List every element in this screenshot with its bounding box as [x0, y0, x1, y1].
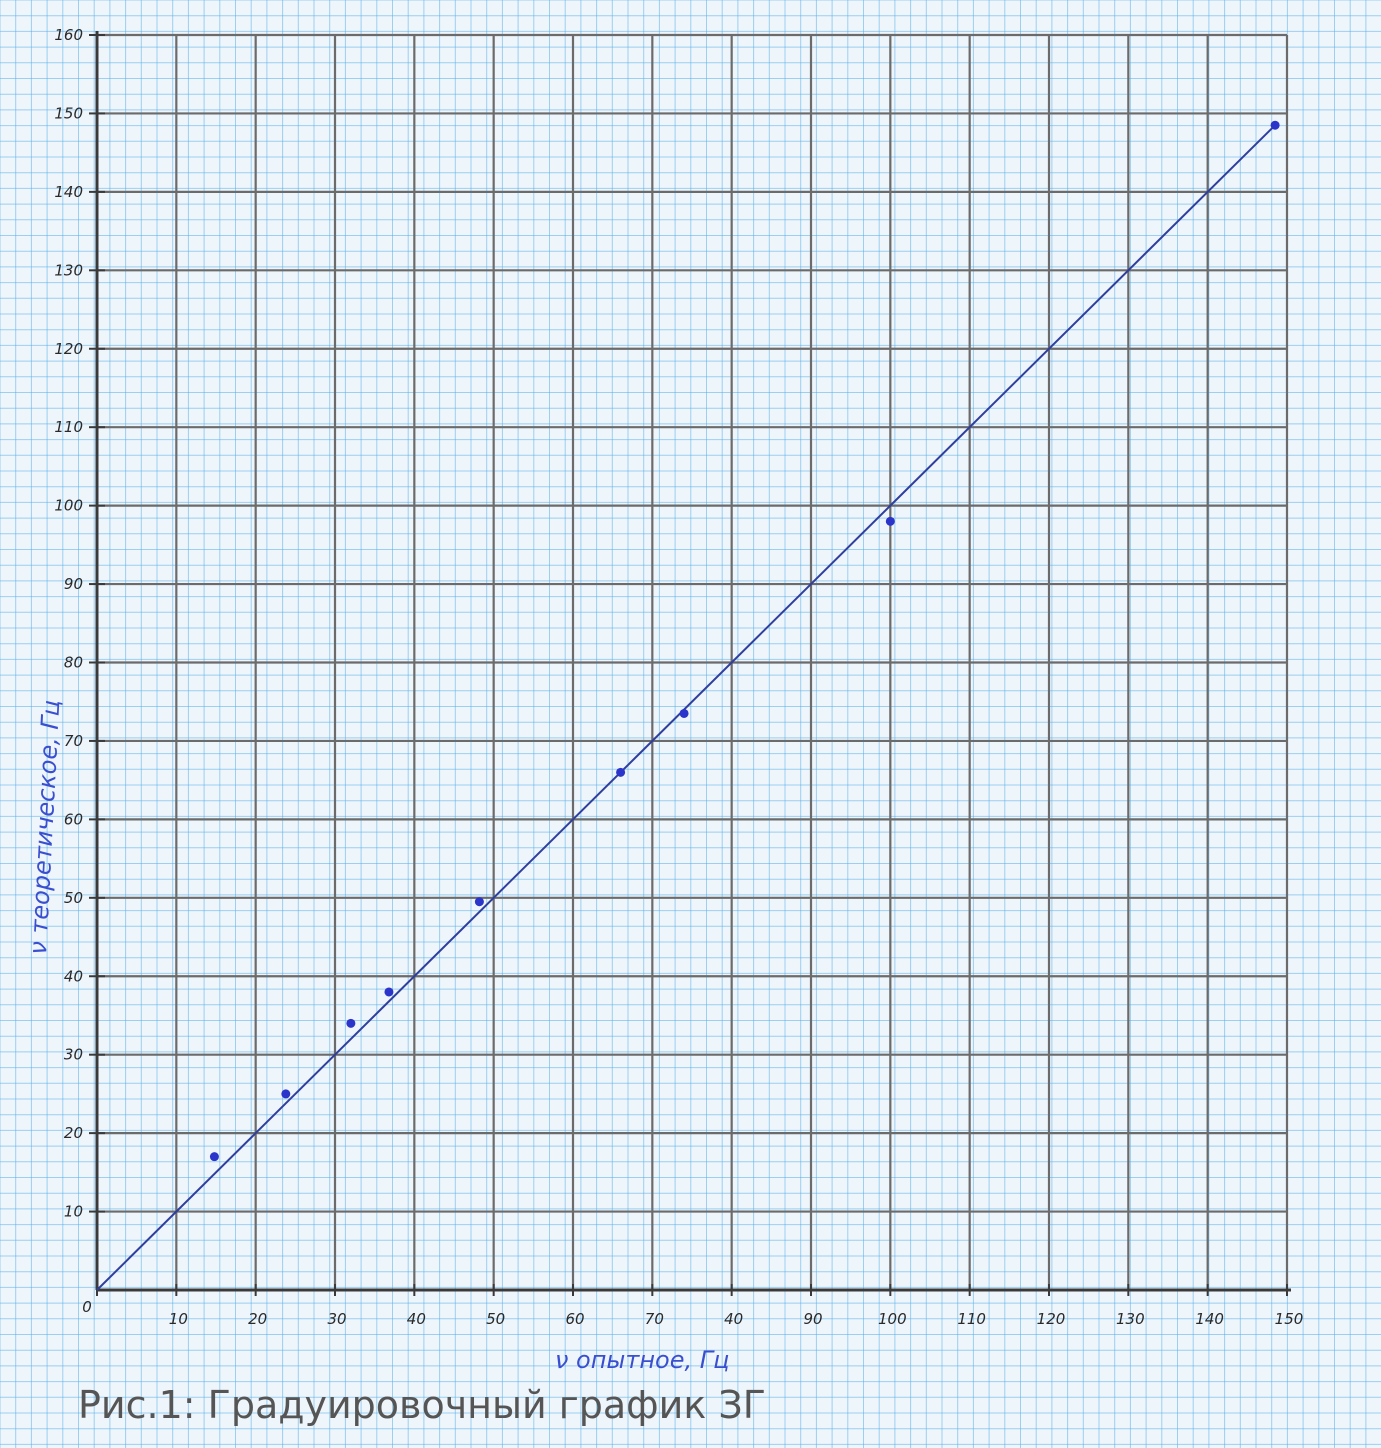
y-tick-label: 120 — [54, 340, 83, 358]
data-point — [281, 1089, 291, 1099]
x-tick-label: 100 — [878, 1310, 907, 1328]
x-tick-label: 150 — [1275, 1310, 1304, 1328]
y-tick-label: 130 — [54, 261, 83, 279]
data-point — [346, 1018, 356, 1028]
x-tick-label: 30 — [327, 1310, 346, 1328]
data-point — [616, 767, 626, 777]
y-tick-label: 70 — [64, 732, 83, 750]
data-point — [885, 516, 895, 526]
x-tick-label: 60 — [565, 1310, 584, 1328]
axes — [95, 31, 1291, 1292]
data-point — [679, 708, 689, 718]
x-tick-label: 50 — [486, 1310, 505, 1328]
x-axis-label: ν опытное, Гц — [555, 1346, 729, 1374]
y-tick-label: 60 — [64, 810, 83, 828]
major-grid — [97, 33, 1289, 1290]
fit-line-segment — [96, 124, 1276, 1291]
y-tick-label: 160 — [54, 26, 83, 44]
x-tick-label: 120 — [1037, 1310, 1066, 1328]
data-point — [384, 987, 394, 997]
y-tick-label: 100 — [54, 497, 83, 515]
x-ticks: 0 10 20 30 40 50 60 70 40 90 100 110 120 130 140 150 — [82, 1284, 1303, 1328]
data-point — [209, 1152, 219, 1162]
data-points — [209, 120, 1280, 1162]
y-tick-label: 150 — [54, 104, 83, 122]
y-tick-label: 80 — [64, 654, 83, 672]
x-tick-label: 0 — [82, 1298, 92, 1316]
x-tick-label: 40 — [724, 1310, 743, 1328]
y-tick-label: 90 — [64, 575, 83, 593]
y-tick-label: 140 — [54, 183, 83, 201]
x-tick-label: 20 — [248, 1310, 267, 1328]
y-tick-label: 40 — [64, 967, 83, 985]
y-tick-label: 20 — [64, 1124, 83, 1142]
data-point — [1270, 120, 1280, 130]
y-tick-label: 10 — [64, 1203, 83, 1221]
y-ticks: 10 20 30 40 50 60 70 80 90 100 110 120 130 140 150 160 — [54, 26, 105, 1221]
x-tick-label: 70 — [645, 1310, 664, 1328]
x-tick-label: 110 — [957, 1310, 986, 1328]
x-tick-label: 90 — [803, 1310, 822, 1328]
figure-caption: Рис.1: Градуировочный график ЗГ — [78, 1383, 766, 1427]
x-tick-label: 10 — [169, 1310, 188, 1328]
x-tick-label: 40 — [407, 1310, 426, 1328]
y-tick-label: 110 — [54, 418, 83, 436]
y-tick-label: 30 — [64, 1046, 83, 1064]
y-tick-label: 50 — [64, 889, 83, 907]
x-tick-label: 140 — [1195, 1310, 1224, 1328]
x-tick-label: 130 — [1116, 1310, 1145, 1328]
data-point — [474, 897, 484, 907]
fit-line — [96, 124, 1276, 1291]
